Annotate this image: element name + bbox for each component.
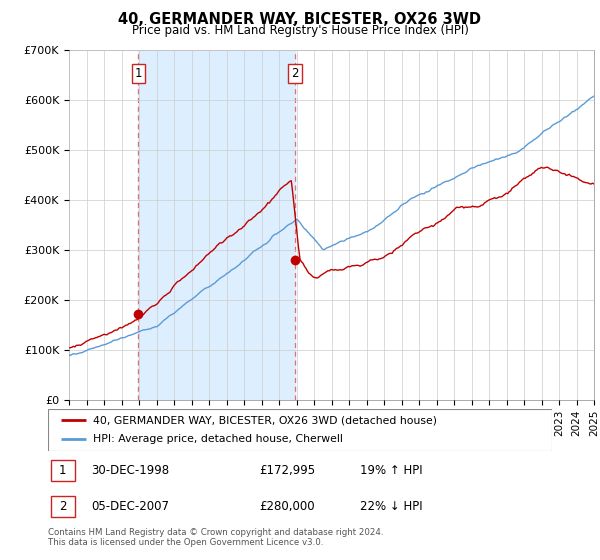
Bar [50, 496, 75, 517]
Text: 1: 1 [59, 464, 67, 477]
Text: Price paid vs. HM Land Registry's House Price Index (HPI): Price paid vs. HM Land Registry's House … [131, 24, 469, 37]
Text: £172,995: £172,995 [260, 464, 316, 477]
Text: 1: 1 [134, 67, 142, 80]
Text: 40, GERMANDER WAY, BICESTER, OX26 3WD (detached house): 40, GERMANDER WAY, BICESTER, OX26 3WD (d… [94, 415, 437, 425]
Text: 05-DEC-2007: 05-DEC-2007 [91, 500, 169, 514]
Text: 2: 2 [292, 67, 299, 80]
Text: 19% ↑ HPI: 19% ↑ HPI [361, 464, 423, 477]
Text: 22% ↓ HPI: 22% ↓ HPI [361, 500, 423, 514]
Bar [50, 460, 75, 481]
Bar [139, 50, 295, 400]
Text: HPI: Average price, detached house, Cherwell: HPI: Average price, detached house, Cher… [94, 435, 343, 445]
Text: 2: 2 [59, 500, 67, 514]
Text: £280,000: £280,000 [260, 500, 316, 514]
Text: Contains HM Land Registry data © Crown copyright and database right 2024.
This d: Contains HM Land Registry data © Crown c… [48, 528, 383, 547]
Text: 30-DEC-1998: 30-DEC-1998 [91, 464, 169, 477]
Text: 40, GERMANDER WAY, BICESTER, OX26 3WD: 40, GERMANDER WAY, BICESTER, OX26 3WD [119, 12, 482, 27]
